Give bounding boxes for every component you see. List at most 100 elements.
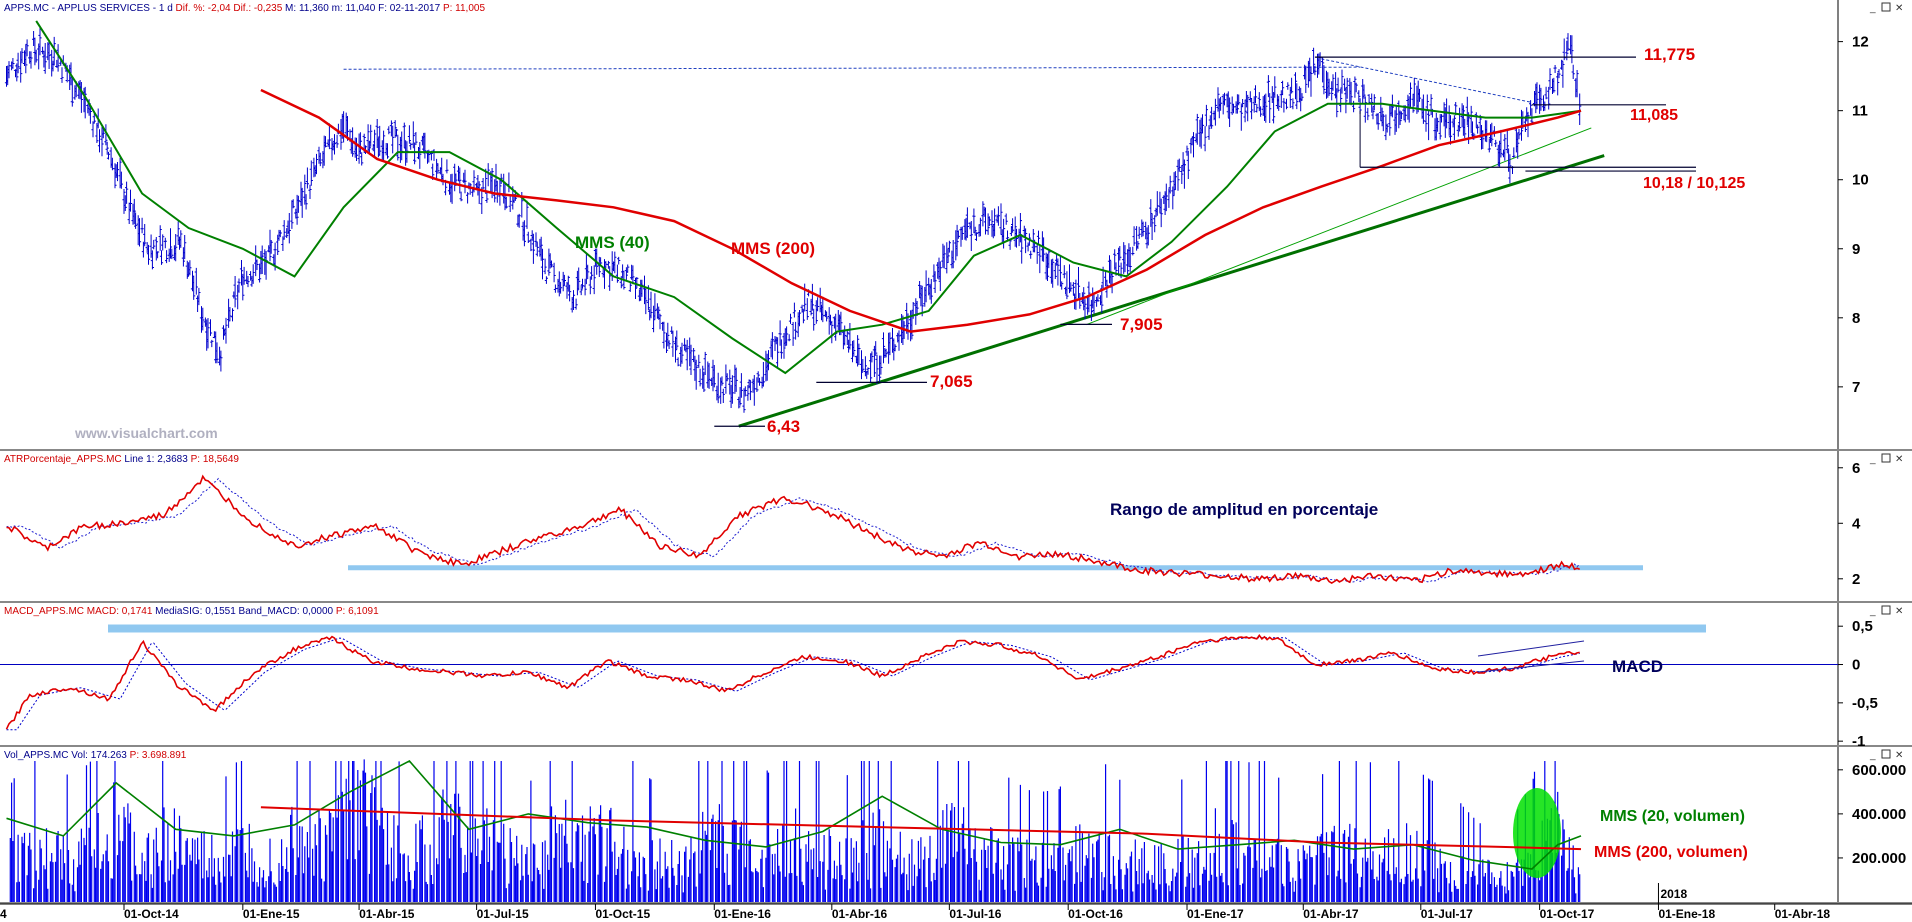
mms-40-line [35,20,1582,375]
panel-header-item: Dif. %: -2,04 [173,3,231,14]
panel-header-item: Band_MACD: 0,0000 [236,606,334,617]
x-tick-label: 01-Abr-18 [1775,907,1831,921]
atr-signal-line [6,477,1580,583]
x-tick-label: 01-Ene-17 [1187,907,1244,921]
maximize-icon[interactable] [1881,749,1891,759]
vol-mms-20-line [6,760,1582,870]
panel-header-item: P: 18,5649 [188,454,240,465]
macd-title: MACD [1612,657,1663,676]
panel-header-item: Dif.: -0,235 [231,3,283,14]
trend-line [738,154,1605,428]
macd-channel-upper [1477,640,1585,657]
label-11775: 11,775 [1644,45,1695,64]
x-tick-label: 01-Jul-15 [477,907,529,921]
y-tick-label: 0 [1852,657,1860,674]
y-tick-label: 12 [1852,34,1869,51]
panel-header-item: MediaSIG: 0,1551 [152,606,236,617]
minimize-icon[interactable]: _ [1869,750,1876,761]
price-series [4,26,1582,413]
vol-mms-200-line [260,806,1582,851]
panel-macd: MACD_APPS.MC MACD: 0,1741 MediaSIG: 0,15… [0,603,1912,747]
panel-header-item: MACD_APPS.MC [4,606,84,617]
x-tick-label: 01-Oct-16 [1068,907,1123,921]
volume-plot: 200.000 400.000 600.000 MMS (20, volumen) MM… [6,759,1906,902]
price-bars [4,26,1582,413]
panel-price: APPS.MC - APPLUS SERVICES - 1 d Dif. %: … [0,0,1912,451]
label-643: 6,43 [767,417,800,436]
panel-header: Vol_APPS.MC Vol: 174.263 P: 3.698.891 [4,750,187,761]
macd-plot: 0,5 0 -0,5 -1 MACD [0,618,1878,750]
y-tick-label: 0,5 [1852,618,1873,635]
y-tick-label: 6 [1852,460,1860,477]
close-icon[interactable]: ✕ [1895,750,1903,761]
y-tick-label: -0,5 [1852,695,1878,712]
y-tick-label: 600.000 [1852,762,1906,779]
y-tick-label: 7 [1852,379,1860,396]
label-vol-mms-20: MMS (20, volumen) [1600,808,1745,825]
x-tick-label: 01-Ene-18 [1658,907,1715,921]
panel-header-bg [0,451,1912,465]
y-tick-label: 11 [1852,103,1868,120]
panel-vol: Vol_APPS.MC Vol: 174.263 P: 3.698.891 _ ✕ [0,747,1912,904]
x-tick-label: 01-Abr-17 [1303,907,1359,921]
label-mms-40: MMS (40) [575,233,650,252]
maximize-icon[interactable] [1881,2,1891,12]
dashed-downtrend-line [1321,58,1532,103]
y-tick-label: 9 [1852,241,1860,258]
x-tick-label: 01-Jul-17 [1421,907,1473,921]
y-tick-label: 10 [1852,172,1869,189]
x-axis: 01-Oct-14 01-Ene-15 01-Abr-15 01-Jul-15 01-O… [0,883,1912,921]
panel-header-item: Vol_APPS.MC [4,750,68,761]
panel-header-item: Vol: 174.263 [68,750,127,761]
label-11085: 11,085 [1630,107,1678,124]
label-mms-200: MMS (200) [731,239,815,258]
minimize-icon[interactable]: _ [1869,454,1876,465]
volume-bars [9,759,1581,902]
panel-header-item: ATRPorcentaje_APPS.MC [4,454,122,465]
label-10180-10125: 10,18 / 10,125 [1643,175,1745,192]
panel-header: ATRPorcentaje_APPS.MC Line 1: 2,3683 P: … [4,454,239,465]
atr-line [6,474,1580,585]
trend-line [1086,127,1592,326]
panel-header-item: APPS.MC - APPLUS SERVICES - 1 d [4,3,173,14]
atr-plot: 2 4 6 Rango de amplitud en porcentaje [6,460,1861,588]
panel-header-item: F: 02-11-2017 [375,3,440,14]
y-tick-label: 8 [1852,310,1860,327]
x-tick-label: 01-Jul-16 [949,907,1001,921]
panel-header-item: m: 11,040 [329,3,376,14]
panel-header-item: P: 6,1091 [333,606,379,617]
minimize-icon[interactable]: _ [1869,3,1876,14]
x-tick-label: 01-Oct-15 [595,907,650,921]
panel-header-item: Line 1: 2,3683 [122,454,189,465]
maximize-icon[interactable] [1881,453,1891,463]
panel-header-bg [0,0,1912,14]
atr-title: Rango de amplitud en porcentaje [1110,500,1378,519]
x-tick-label: 01-Oct-17 [1540,907,1595,921]
panel-header-item: M: 11,360 [282,3,329,14]
panel-atr: ATRPorcentaje_APPS.MC Line 1: 2,3683 P: … [0,451,1912,603]
volume-highlight [1513,788,1561,878]
close-icon[interactable]: ✕ [1895,3,1903,14]
x-tick-label: 01-Ene-15 [243,907,300,921]
label-7065: 7,065 [930,372,973,391]
y-tick-label: -1 [1852,733,1865,750]
y-tick-label: 200.000 [1852,850,1906,867]
watermark: www.visualchart.com [74,425,218,441]
close-icon[interactable]: ✕ [1895,606,1903,617]
minimize-icon[interactable]: _ [1869,606,1876,617]
mms-200-line [260,88,1582,333]
close-icon[interactable]: ✕ [1895,454,1903,465]
macd-line [5,634,1580,730]
x-tick-label: 01-Abr-16 [832,907,888,921]
panel-header: APPS.MC - APPLUS SERVICES - 1 d Dif. %: … [4,3,485,14]
panel-header-item: P: 11,005 [440,3,485,14]
label-7905: 7,905 [1120,315,1163,334]
maximize-icon[interactable] [1881,605,1891,615]
price-plot: www.visualchart.com 7 8 9 10 11 12 MMS (40) MMS … [4,20,1869,441]
y-tick-label: 2 [1852,571,1860,588]
panel-header-item: P: 3.698.891 [127,750,187,761]
macd-channel-lower [1477,660,1585,673]
dashed-resistance-line [343,66,1361,70]
panel-header: MACD_APPS.MC MACD: 0,1741 MediaSIG: 0,15… [4,606,379,617]
